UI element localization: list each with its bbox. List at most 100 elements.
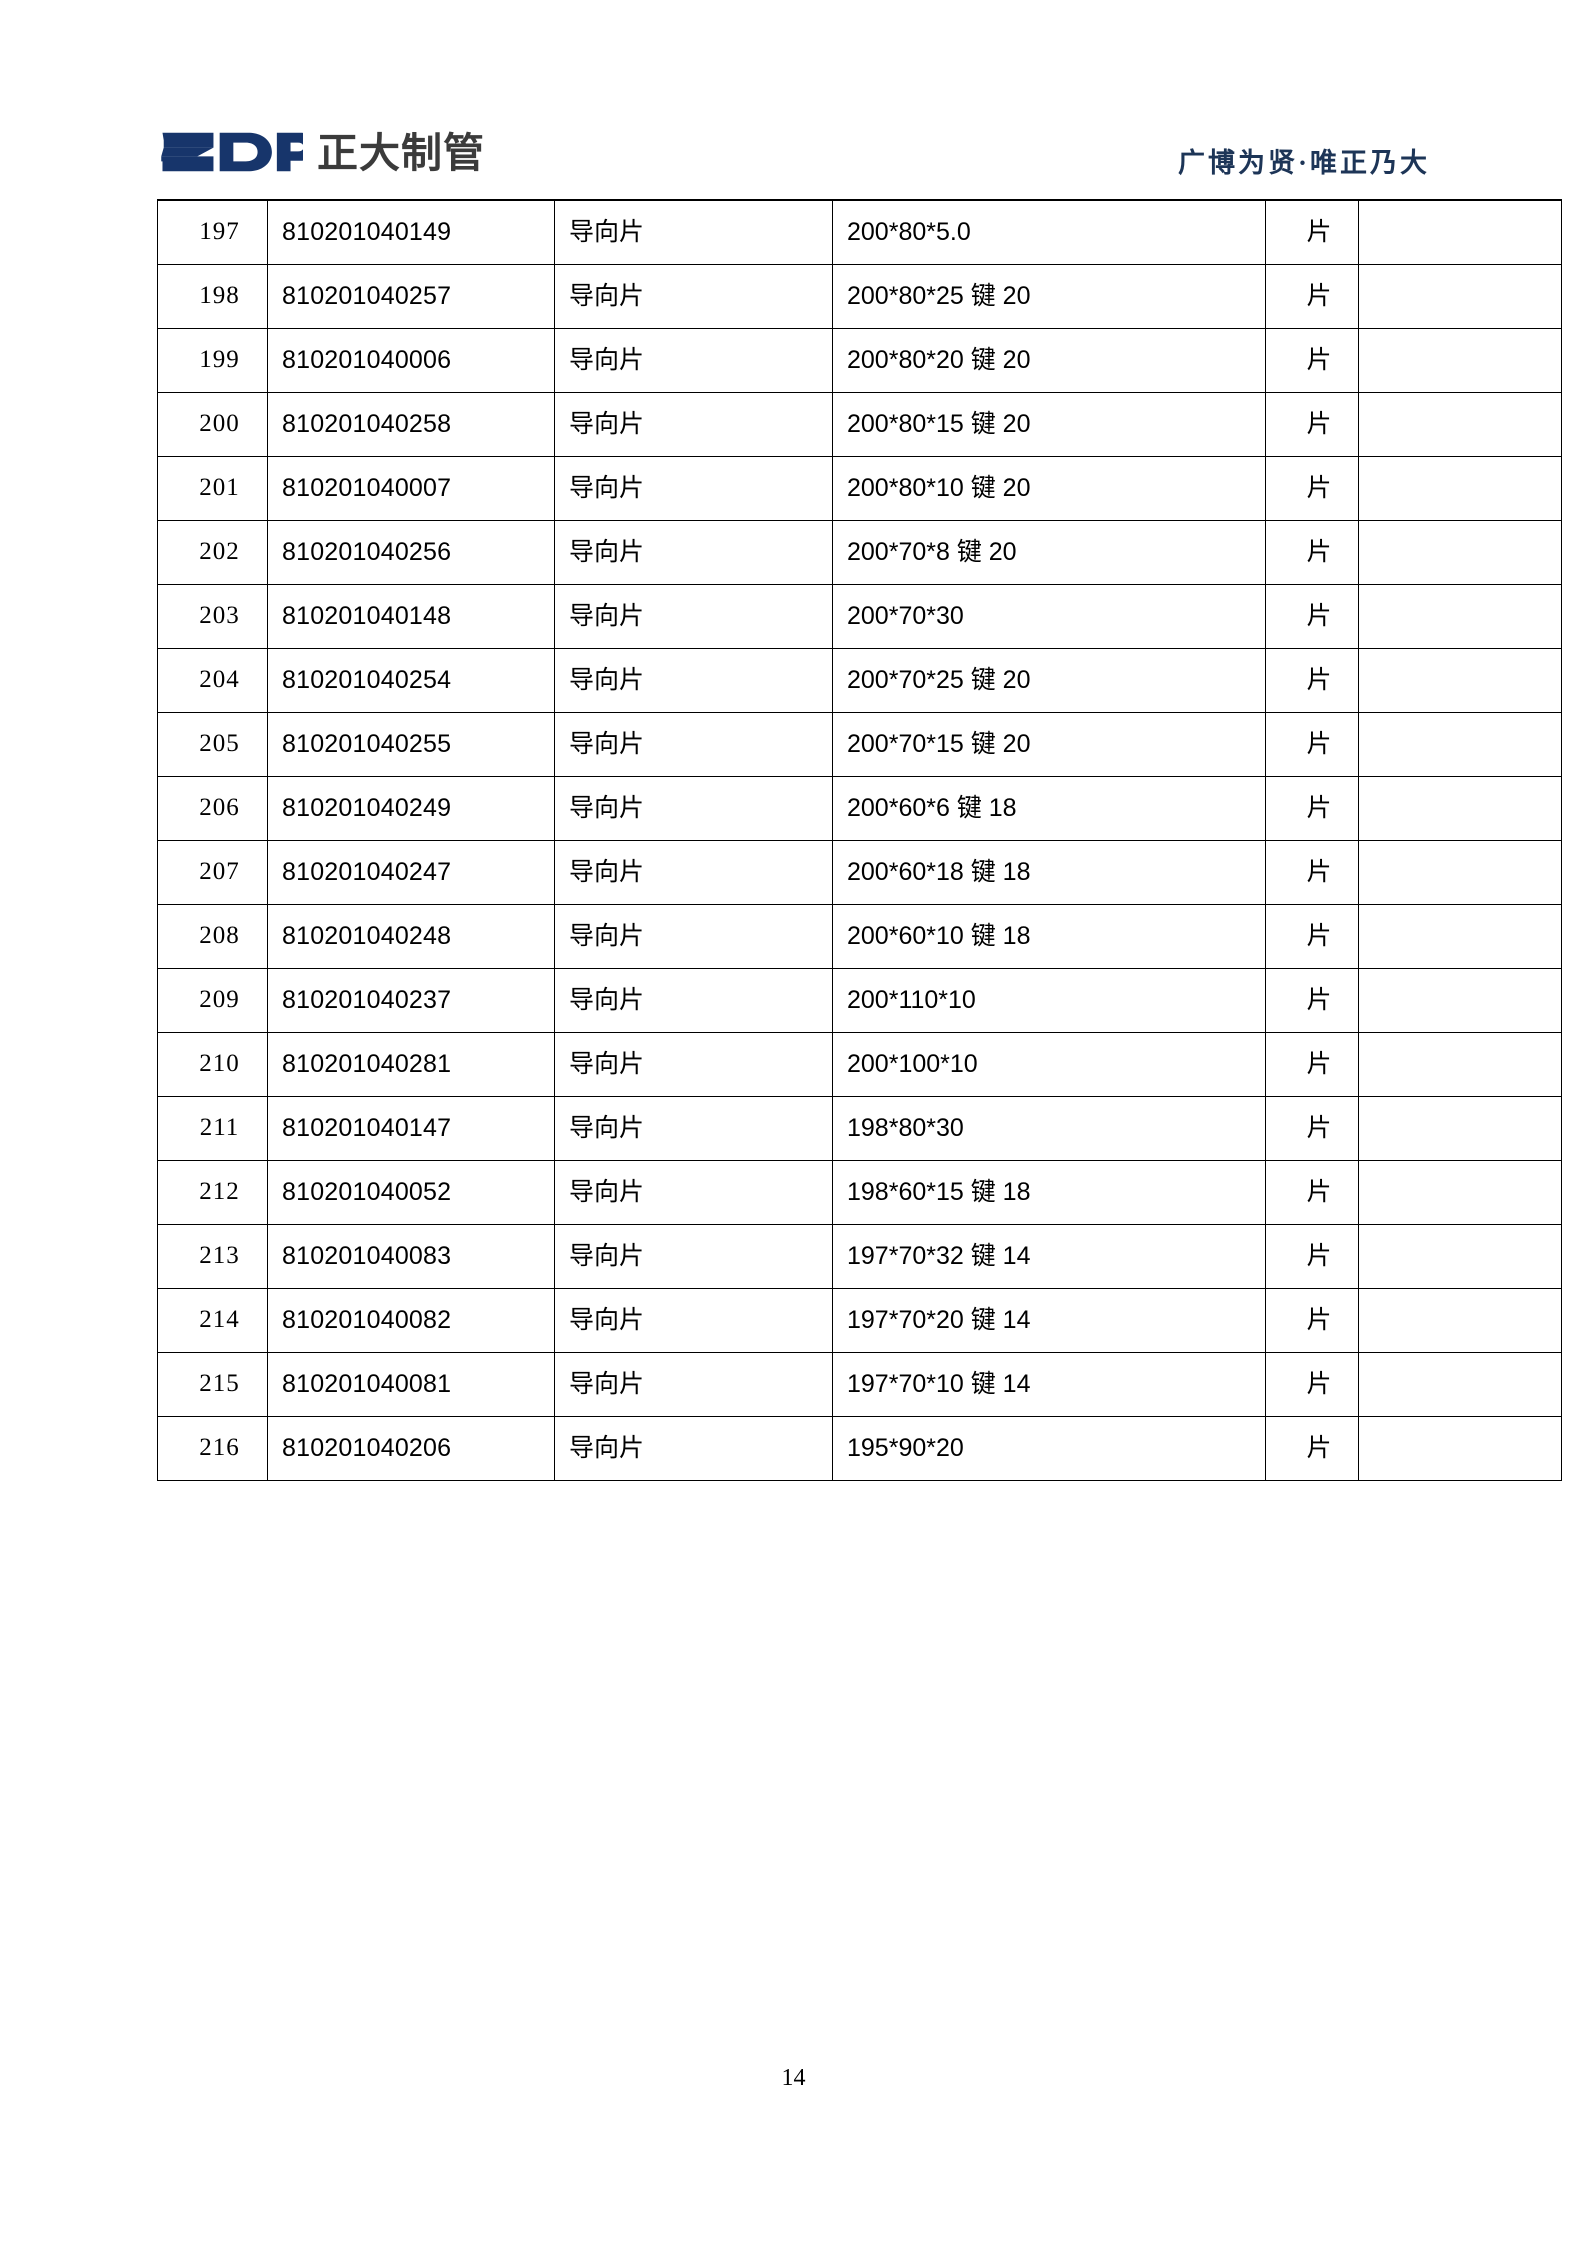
document-header: 正大制管 广博为贤·唯正乃大 [0,118,1587,180]
material-spec-cell: 200*110*10 [832,967,1266,1033]
row-index-cell: 197 [157,199,268,265]
material-unit-cell: 片 [1265,1159,1359,1225]
table-row: 204 810201040254 导向片 200*70*25 键 20 片 [157,647,1562,713]
remark-cell [1358,1351,1562,1417]
remark-cell [1358,455,1562,521]
material-unit-cell: 片 [1265,1287,1359,1353]
material-spec-cell: 198*60*15 键 18 [832,1159,1266,1225]
material-unit-cell: 片 [1265,1223,1359,1289]
table-row: 209 810201040237 导向片 200*110*10 片 [157,967,1562,1033]
material-code-cell: 810201040148 [267,583,555,649]
material-spec-cell: 200*80*15 键 20 [832,391,1266,457]
material-spec-cell: 200*60*6 键 18 [832,775,1266,841]
material-name-cell: 导向片 [554,1159,833,1225]
remark-cell [1358,583,1562,649]
row-index-cell: 215 [157,1351,268,1417]
material-unit-cell: 片 [1265,711,1359,777]
material-spec-cell: 200*100*10 [832,1031,1266,1097]
table-row: 200 810201040258 导向片 200*80*15 键 20 片 [157,391,1562,457]
remark-cell [1358,711,1562,777]
material-code-cell: 810201040249 [267,775,555,841]
material-name-cell: 导向片 [554,1351,833,1417]
row-index-cell: 207 [157,839,268,905]
row-index-cell: 212 [157,1159,268,1225]
material-code-cell: 810201040247 [267,839,555,905]
material-unit-cell: 片 [1265,839,1359,905]
row-index-cell: 208 [157,903,268,969]
material-unit-cell: 片 [1265,647,1359,713]
table-row: 198 810201040257 导向片 200*80*25 键 20 片 [157,263,1562,329]
remark-cell [1358,775,1562,841]
remark-cell [1358,327,1562,393]
table-row: 201 810201040007 导向片 200*80*10 键 20 片 [157,455,1562,521]
material-unit-cell: 片 [1265,1351,1359,1417]
material-spec-cell: 200*60*18 键 18 [832,839,1266,905]
table-row: 210 810201040281 导向片 200*100*10 片 [157,1031,1562,1097]
material-name-cell: 导向片 [554,1223,833,1289]
parts-table-body: 197 810201040149 导向片 200*80*5.0 片 198 81020104… [157,199,1562,1481]
material-name-cell: 导向片 [554,775,833,841]
material-unit-cell: 片 [1265,1031,1359,1097]
material-spec-cell: 197*70*10 键 14 [832,1351,1266,1417]
remark-cell [1358,1095,1562,1161]
row-index-cell: 210 [157,1031,268,1097]
row-index-cell: 199 [157,327,268,393]
material-unit-cell: 片 [1265,967,1359,1033]
remark-cell [1358,1287,1562,1353]
page-footer: 14 [0,2065,1587,2092]
material-code-cell: 810201040052 [267,1159,555,1225]
material-code-cell: 810201040255 [267,711,555,777]
material-code-cell: 810201040147 [267,1095,555,1161]
row-index-cell: 200 [157,391,268,457]
material-name-cell: 导向片 [554,1095,833,1161]
table-row: 208 810201040248 导向片 200*60*10 键 18 片 [157,903,1562,969]
material-spec-cell: 200*80*10 键 20 [832,455,1266,521]
remark-cell [1358,519,1562,585]
row-index-cell: 202 [157,519,268,585]
row-index-cell: 205 [157,711,268,777]
company-logo: 正大制管 [160,124,485,180]
remark-cell [1358,199,1562,265]
material-code-cell: 810201040006 [267,327,555,393]
material-code-cell: 810201040081 [267,1351,555,1417]
material-code-cell: 810201040248 [267,903,555,969]
table-row: 203 810201040148 导向片 200*70*30 片 [157,583,1562,649]
material-name-cell: 导向片 [554,839,833,905]
remark-cell [1358,1159,1562,1225]
table-row: 211 810201040147 导向片 198*80*30 片 [157,1095,1562,1161]
material-unit-cell: 片 [1265,583,1359,649]
remark-cell [1358,391,1562,457]
row-index-cell: 206 [157,775,268,841]
row-index-cell: 209 [157,967,268,1033]
zdp-logo-icon [161,132,303,172]
remark-cell [1358,647,1562,713]
material-name-cell: 导向片 [554,583,833,649]
material-unit-cell: 片 [1265,263,1359,329]
row-index-cell: 201 [157,455,268,521]
remark-cell [1358,1223,1562,1289]
table-row: 214 810201040082 导向片 197*70*20 键 14 片 [157,1287,1562,1353]
material-spec-cell: 195*90*20 [832,1415,1266,1481]
material-unit-cell: 片 [1265,903,1359,969]
row-index-cell: 213 [157,1223,268,1289]
row-index-cell: 203 [157,583,268,649]
remark-cell [1358,263,1562,329]
material-name-cell: 导向片 [554,391,833,457]
table-row: 206 810201040249 导向片 200*60*6 键 18 片 [157,775,1562,841]
material-name-cell: 导向片 [554,967,833,1033]
parts-table: 197 810201040149 导向片 200*80*5.0 片 198 81020104… [157,199,1562,1481]
material-spec-cell: 197*70*32 键 14 [832,1223,1266,1289]
remark-cell [1358,1415,1562,1481]
table-row: 205 810201040255 导向片 200*70*15 键 20 片 [157,711,1562,777]
material-code-cell: 810201040257 [267,263,555,329]
table-row: 212 810201040052 导向片 198*60*15 键 18 片 [157,1159,1562,1225]
parts-table-container: 197 810201040149 导向片 200*80*5.0 片 198 81020104… [157,199,1562,1481]
material-unit-cell: 片 [1265,327,1359,393]
material-code-cell: 810201040281 [267,1031,555,1097]
material-unit-cell: 片 [1265,1415,1359,1481]
table-row: 207 810201040247 导向片 200*60*18 键 18 片 [157,839,1562,905]
remark-cell [1358,1031,1562,1097]
material-code-cell: 810201040082 [267,1287,555,1353]
material-code-cell: 810201040206 [267,1415,555,1481]
